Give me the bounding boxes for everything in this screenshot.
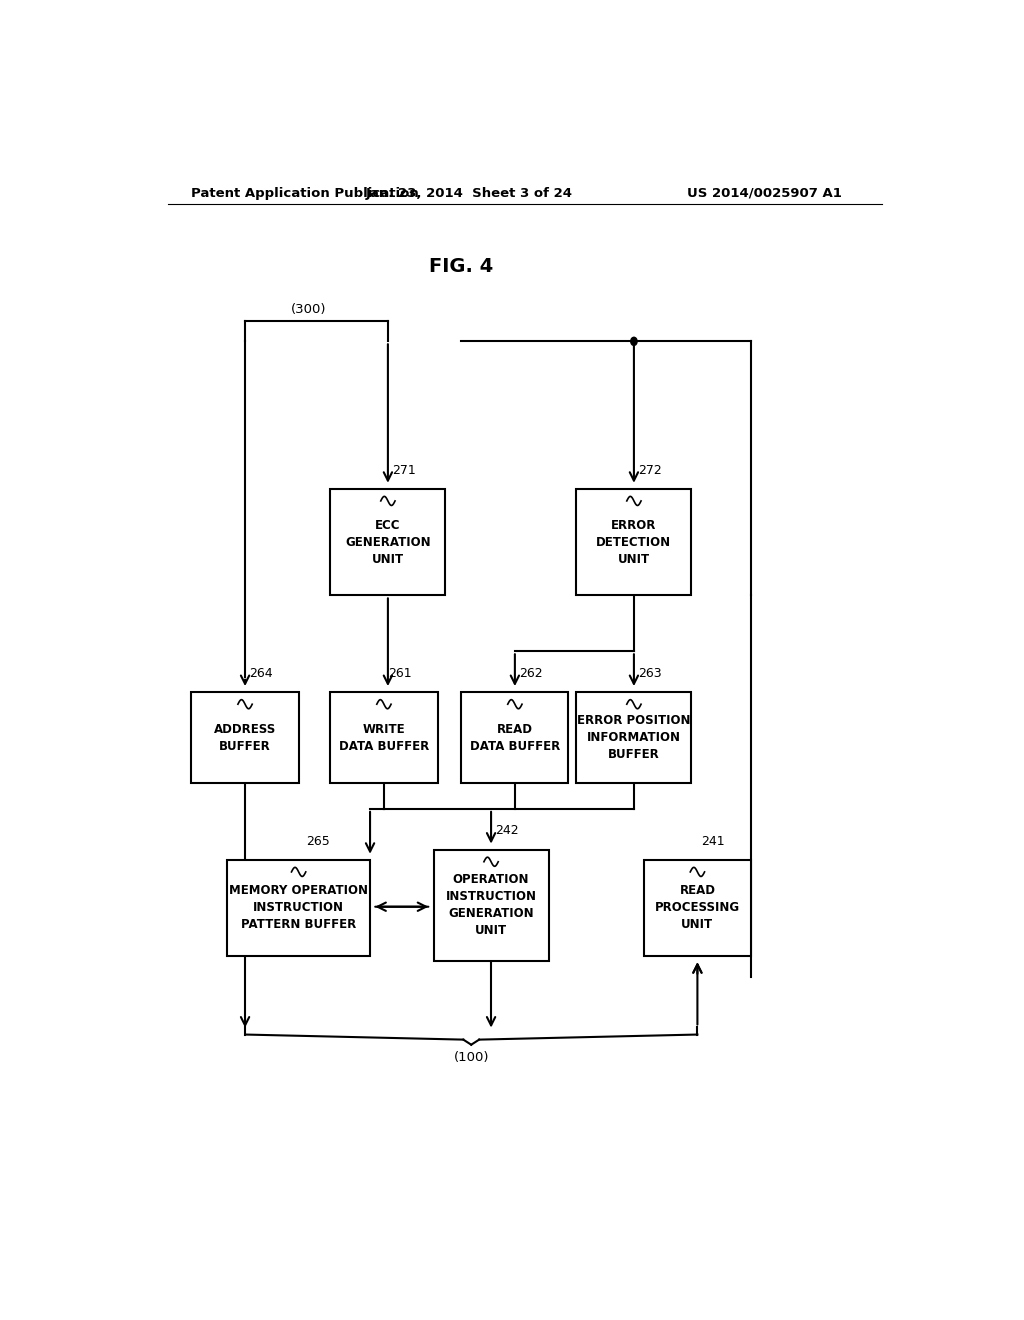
Text: 264: 264 [249, 667, 272, 680]
Text: MEMORY OPERATION
INSTRUCTION
PATTERN BUFFER: MEMORY OPERATION INSTRUCTION PATTERN BUF… [229, 884, 368, 932]
Bar [331, 692, 437, 784]
Text: (100): (100) [454, 1051, 489, 1064]
Text: 261: 261 [388, 667, 412, 680]
Bar [577, 488, 691, 595]
Text: WRITE
DATA BUFFER: WRITE DATA BUFFER [339, 723, 429, 752]
Text: FIG. 4: FIG. 4 [429, 257, 494, 276]
Text: 271: 271 [392, 463, 416, 477]
Text: Jan. 23, 2014  Sheet 3 of 24: Jan. 23, 2014 Sheet 3 of 24 [366, 187, 572, 199]
Bar [191, 692, 299, 784]
Bar [461, 692, 568, 784]
Text: 262: 262 [519, 667, 543, 680]
Text: READ
DATA BUFFER: READ DATA BUFFER [470, 723, 560, 752]
Bar [227, 859, 370, 956]
Text: 263: 263 [638, 667, 662, 680]
Text: ERROR
DETECTION
UNIT: ERROR DETECTION UNIT [596, 519, 672, 565]
Text: OPERATION
INSTRUCTION
GENERATION
UNIT: OPERATION INSTRUCTION GENERATION UNIT [445, 874, 537, 937]
Text: US 2014/0025907 A1: US 2014/0025907 A1 [687, 187, 842, 199]
Bar [331, 488, 445, 595]
Text: ADDRESS
BUFFER: ADDRESS BUFFER [214, 723, 276, 752]
Text: (300): (300) [291, 304, 327, 315]
Text: 242: 242 [495, 825, 519, 837]
Text: 241: 241 [701, 834, 725, 847]
Text: 272: 272 [638, 463, 662, 477]
Text: ERROR POSITION
INFORMATION
BUFFER: ERROR POSITION INFORMATION BUFFER [578, 714, 690, 762]
Bar [433, 850, 549, 961]
Circle shape [631, 338, 637, 346]
Text: Patent Application Publication: Patent Application Publication [191, 187, 419, 199]
Text: 265: 265 [306, 834, 331, 847]
Bar [644, 859, 751, 956]
Text: READ
PROCESSING
UNIT: READ PROCESSING UNIT [654, 884, 740, 932]
Text: ECC
GENERATION
UNIT: ECC GENERATION UNIT [345, 519, 431, 565]
Bar [577, 692, 691, 784]
